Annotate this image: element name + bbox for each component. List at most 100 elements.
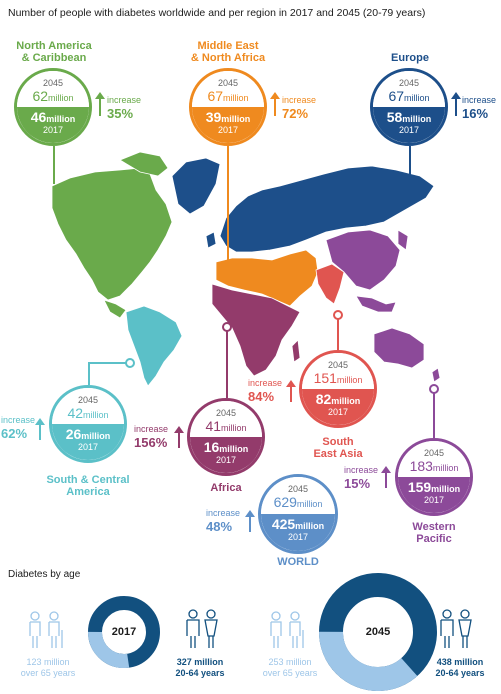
north-america-region xyxy=(51,151,173,319)
middle-east-north-africa-region xyxy=(215,249,319,307)
page-title: Number of people with diabetes worldwide… xyxy=(8,7,426,19)
sca-bubble: 2045 42million 26million 2017 xyxy=(49,385,127,463)
sca-million-2045: million xyxy=(83,410,109,420)
wp-increase-arrow xyxy=(381,466,391,488)
mena-increase-arrow xyxy=(270,92,280,116)
age-heading: Diabetes by age xyxy=(8,569,81,580)
mena-title-line1: Middle East xyxy=(197,40,259,52)
sca-title-line2: America xyxy=(66,486,110,498)
africa-value-2045: 41 xyxy=(205,418,222,434)
na-title-line2: & Caribbean xyxy=(21,52,87,64)
mena-connector xyxy=(227,146,229,264)
world-million-2045: million xyxy=(296,499,323,509)
western-pacific-region xyxy=(325,229,441,383)
sea-increase-label: increase xyxy=(248,378,283,388)
sea-value-2045: 151 xyxy=(313,370,337,386)
mena-value-2045: 67 xyxy=(207,88,224,104)
wp-title-line1: Western xyxy=(412,521,456,533)
europe-connector xyxy=(409,146,411,176)
wp-title-line2: Pacific xyxy=(416,533,452,545)
sea-increase-pct: 84% xyxy=(248,389,275,404)
sea-connector xyxy=(337,318,339,350)
mena-increase: increase 72% xyxy=(282,95,316,121)
young-2045-value: 438 million xyxy=(436,657,484,667)
sca-increase: increase 62% xyxy=(1,415,35,441)
sca-value-2045: 42 xyxy=(67,405,84,421)
donut-2045-old xyxy=(319,573,438,691)
sea-increase: increase 84% xyxy=(248,378,282,404)
world-value-2045: 629 xyxy=(273,494,297,510)
sca-increase-label: increase xyxy=(1,415,36,425)
wp-value-2017: 159 xyxy=(407,479,432,495)
na-year2045: 2045 xyxy=(42,78,64,88)
old-2017-value: 123 million xyxy=(26,657,70,667)
wp-year2017: 2017 xyxy=(423,495,445,505)
south-east-asia-region xyxy=(315,263,345,305)
na-value-2045: 62 xyxy=(32,88,49,104)
world-year2017: 2017 xyxy=(287,532,309,542)
na-bubble: 2045 62million 46million 2017 xyxy=(14,68,92,146)
world-million-2017: million xyxy=(295,521,325,531)
young-2045-label: 20-64 years xyxy=(435,668,485,678)
africa-increase-label: increase xyxy=(134,424,169,434)
africa-year2045: 2045 xyxy=(215,408,237,418)
world-increase-pct: 48% xyxy=(206,519,233,534)
sea-year2045: 2045 xyxy=(327,360,349,370)
africa-title-line1: Africa xyxy=(210,482,242,494)
sea-value-2017: 82 xyxy=(315,391,332,407)
europe-title: Europe xyxy=(370,52,450,64)
europe-million-2017: million xyxy=(402,114,432,124)
africa-region xyxy=(211,283,301,377)
young-2017-label: 20-64 years xyxy=(175,668,225,678)
sea-year2017: 2017 xyxy=(327,407,349,417)
na-year2017: 2017 xyxy=(42,125,64,135)
mena-increase-label: increase xyxy=(282,95,317,105)
mena-year2045: 2045 xyxy=(217,78,239,88)
sea-bubble: 2045 151million 82million 2017 xyxy=(299,350,377,428)
world-increase-label: increase xyxy=(206,508,241,518)
young-2045-text: 438 million 20-64 years xyxy=(420,657,500,679)
young-2017-text: 327 million 20-64 years xyxy=(160,657,240,679)
sca-million-2017: million xyxy=(81,431,111,441)
younger-people-icon-2045 xyxy=(440,609,472,648)
sea-title-line2: East Asia xyxy=(313,448,363,460)
europe-bubble: 2045 67million 58million 2017 xyxy=(370,68,448,146)
wp-million-2017: million xyxy=(431,484,461,494)
na-increase-pct: 35% xyxy=(107,106,134,121)
africa-bubble: 2045 41million 16million 2017 xyxy=(187,398,265,476)
world-year2045: 2045 xyxy=(287,484,309,494)
africa-title: Africa xyxy=(196,482,256,494)
mena-increase-pct: 72% xyxy=(282,106,309,121)
africa-connector-dot xyxy=(222,322,232,332)
mena-million-2017: million xyxy=(221,114,251,124)
na-million-2017: million xyxy=(46,114,76,124)
africa-value-2017: 16 xyxy=(203,439,220,455)
wp-increase: increase 15% xyxy=(344,465,378,491)
wp-increase-label: increase xyxy=(344,465,379,475)
sea-increase-arrow xyxy=(286,380,296,402)
mena-value-2017: 39 xyxy=(205,109,222,125)
donut-2017 xyxy=(88,596,160,668)
sea-million-2017: million xyxy=(331,396,361,406)
africa-year2017: 2017 xyxy=(215,455,237,465)
africa-connector xyxy=(226,330,228,398)
africa-increase-pct: 156% xyxy=(134,435,168,450)
world-increase: increase 48% xyxy=(206,508,240,534)
na-title-line1: North America xyxy=(16,40,92,52)
africa-million-2017: million xyxy=(219,444,249,454)
sea-million-2045: million xyxy=(336,375,363,385)
old-2017-text: 123 million over 65 years xyxy=(8,657,88,679)
wp-connector-dot xyxy=(429,384,439,394)
world-value-2017: 425 xyxy=(271,516,296,532)
mena-year2017: 2017 xyxy=(217,125,239,135)
africa-increase-arrow xyxy=(174,426,184,448)
south-central-america-region xyxy=(125,305,183,387)
sca-connector-h xyxy=(88,362,128,364)
mena-title-line2: & North Africa xyxy=(190,52,266,64)
wp-value-2045: 183 xyxy=(409,458,433,474)
europe-increase-arrow xyxy=(451,92,461,116)
sca-value-2017: 26 xyxy=(65,426,82,442)
na-title: North America & Caribbean xyxy=(0,40,108,64)
older-people-icon-2017 xyxy=(29,611,63,648)
